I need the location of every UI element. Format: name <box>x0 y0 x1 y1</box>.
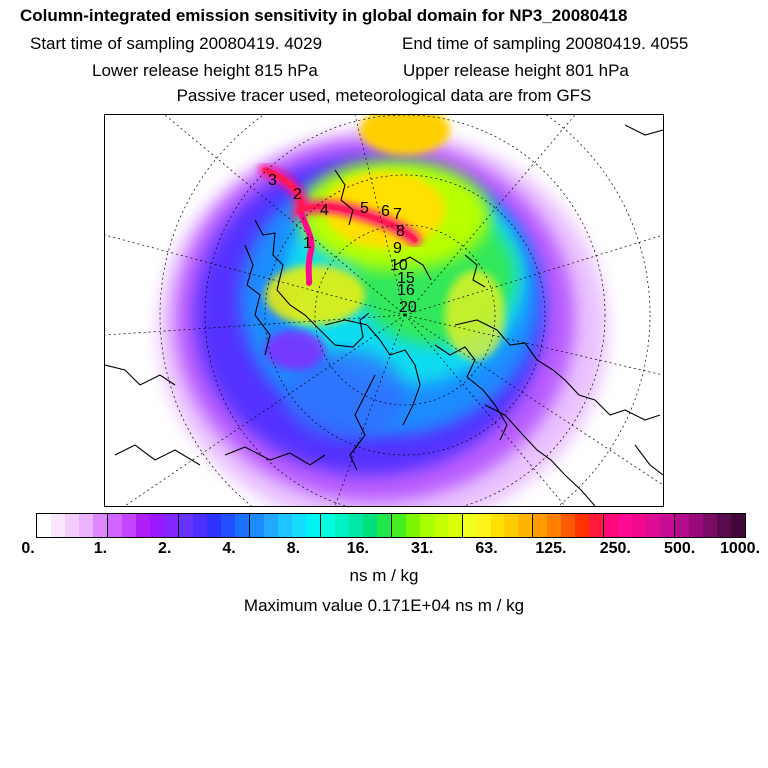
color-swatch <box>50 514 65 537</box>
color-swatch <box>518 514 534 537</box>
upper-release-height-label: Upper release height 801 hPa <box>403 61 629 80</box>
color-swatch <box>192 514 207 537</box>
emission-sensitivity-map: 1 2 3 4 5 6 7 8 9 10 15 16 20 <box>104 114 664 507</box>
sensitivity-field <box>158 115 608 506</box>
tick-label: 500. <box>664 540 696 557</box>
color-swatch <box>618 514 633 537</box>
tick-label: 4. <box>222 540 236 557</box>
traj-label-4: 4 <box>320 202 329 219</box>
color-swatch <box>334 514 349 537</box>
color-swatch <box>64 514 79 537</box>
tracer-note: Passive tracer used, meteorological data… <box>176 86 592 105</box>
color-swatch <box>675 514 690 537</box>
map-canvas: 1 2 3 4 5 6 7 8 9 10 15 16 20 <box>105 115 663 506</box>
start-time-label: Start time of sampling 20080419. 4029 <box>30 34 323 53</box>
color-swatch <box>305 514 321 537</box>
color-swatch <box>135 514 150 537</box>
color-swatch <box>37 514 51 537</box>
color-swatch <box>234 514 250 537</box>
color-swatch <box>291 514 306 537</box>
color-swatch <box>604 514 619 537</box>
color-swatch <box>462 514 477 537</box>
traj-label-10: 10 <box>390 257 408 274</box>
color-swatch <box>632 514 647 537</box>
color-swatch <box>717 514 732 537</box>
color-swatch <box>547 514 562 537</box>
tick-label: 1000. <box>719 540 761 557</box>
traj-label-6: 6 <box>381 203 390 220</box>
color-swatch <box>433 514 448 537</box>
color-swatch <box>589 514 605 537</box>
lower-release-height-label: Lower release height 815 hPa <box>92 61 318 80</box>
tick-label: 31. <box>411 540 434 557</box>
tick-label: 8. <box>286 540 301 557</box>
color-swatch <box>391 514 406 537</box>
traj-label-7: 7 <box>393 206 402 223</box>
color-swatch <box>504 514 519 537</box>
tick-label: 2. <box>158 540 172 557</box>
color-swatch <box>419 514 434 537</box>
tick-label: 250. <box>599 540 631 557</box>
color-swatch <box>476 514 491 537</box>
color-swatch <box>703 514 718 537</box>
tick-label: 63. <box>475 540 498 557</box>
color-swatch <box>575 514 590 537</box>
color-swatch <box>561 514 576 537</box>
traj-label-15: 15 <box>397 270 415 287</box>
plot-title: Column-integrated emission sensitivity i… <box>20 6 628 25</box>
color-swatch <box>220 514 235 537</box>
color-swatch <box>277 514 292 537</box>
color-swatch <box>348 514 363 537</box>
traj-label-5: 5 <box>360 200 369 217</box>
color-swatch <box>249 514 264 537</box>
color-scale-bar <box>36 513 746 538</box>
color-swatch <box>178 514 193 537</box>
traj-label-8: 8 <box>396 223 405 240</box>
trajectory-labels: 1 2 3 4 5 6 7 8 9 10 15 16 20 <box>268 172 417 316</box>
color-swatch <box>731 514 746 537</box>
tick-label: 16. <box>346 540 369 557</box>
maximum-value-label: Maximum value 0.171E+04 ns m / kg <box>243 596 525 615</box>
color-swatch <box>107 514 122 537</box>
color-swatch <box>121 514 136 537</box>
color-swatch <box>92 514 108 537</box>
tick-label: 0. <box>21 540 35 557</box>
color-swatch <box>263 514 278 537</box>
color-swatch <box>376 514 392 537</box>
color-swatch <box>320 514 335 537</box>
end-time-label: End time of sampling 20080419. 4055 <box>402 34 689 53</box>
color-swatch <box>362 514 377 537</box>
color-swatch <box>490 514 505 537</box>
color-swatch <box>163 514 179 537</box>
color-swatch <box>660 514 676 537</box>
color-swatch <box>533 514 548 537</box>
units-label: ns m / kg <box>349 566 419 585</box>
traj-label-1: 1 <box>303 235 312 252</box>
color-swatch <box>689 514 704 537</box>
tick-label: 1. <box>93 540 108 557</box>
color-swatch <box>149 514 164 537</box>
traj-label-9: 9 <box>393 240 402 257</box>
color-swatch <box>206 514 221 537</box>
color-swatch <box>646 514 661 537</box>
color-swatch <box>78 514 93 537</box>
traj-label-2: 2 <box>293 186 302 203</box>
coastlines <box>105 124 663 506</box>
traj-label-3: 3 <box>268 172 277 189</box>
traj-label-20: 20 <box>399 299 417 316</box>
traj-label-16: 16 <box>397 282 415 299</box>
color-swatch <box>405 514 420 537</box>
color-swatch <box>447 514 463 537</box>
graticule <box>105 115 663 506</box>
tick-label: 125. <box>535 540 567 557</box>
